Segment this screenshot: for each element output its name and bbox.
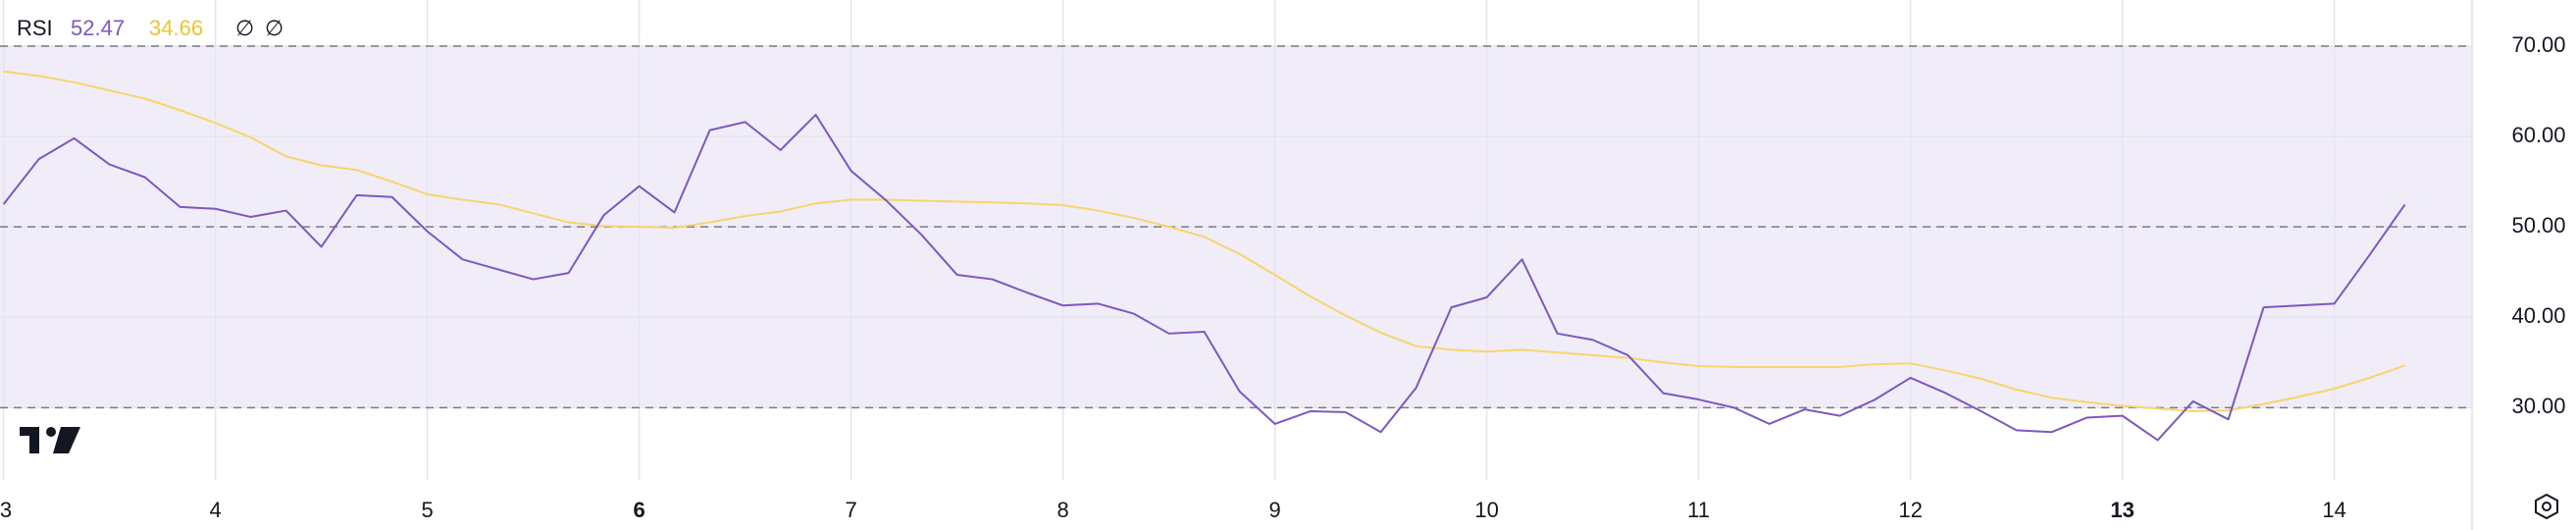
x-tick-label: 11 (1687, 498, 1710, 522)
series-line (2, 113, 2406, 442)
legend-symbol[interactable]: ∅ (235, 16, 254, 40)
x-tick-label: 6 (633, 498, 644, 522)
x-tick-label: 8 (1056, 498, 1068, 522)
y-tick-label: 40.00 (2511, 303, 2565, 328)
x-tick-label: 7 (845, 498, 856, 522)
legend-symbol[interactable]: ∅ (265, 16, 283, 40)
x-tick-label: 4 (209, 498, 221, 522)
x-tick-label: 3 (0, 498, 12, 522)
x-tick-label: 5 (421, 498, 433, 522)
y-tick-label: 50.00 (2511, 213, 2565, 238)
legend-value: 34.66 (149, 16, 203, 40)
y-tick-label: 60.00 (2511, 123, 2565, 147)
x-tick-label: 10 (1474, 498, 1498, 522)
x-tick-label: 12 (1898, 498, 1922, 522)
plot-area (0, 0, 2472, 480)
indicator-name: RSI (17, 16, 53, 40)
settings-icon[interactable] (2535, 493, 2558, 520)
y-tick-label: 30.00 (2511, 394, 2565, 418)
tradingview-logo[interactable] (20, 427, 80, 453)
legend-value: 52.47 (71, 16, 125, 40)
x-tick-label: 13 (2110, 498, 2134, 522)
y-tick-label: 70.00 (2511, 32, 2565, 57)
x-tick-label: 14 (2322, 498, 2345, 522)
series-line (3, 70, 2405, 413)
x-tick-label: 9 (1268, 498, 1280, 522)
